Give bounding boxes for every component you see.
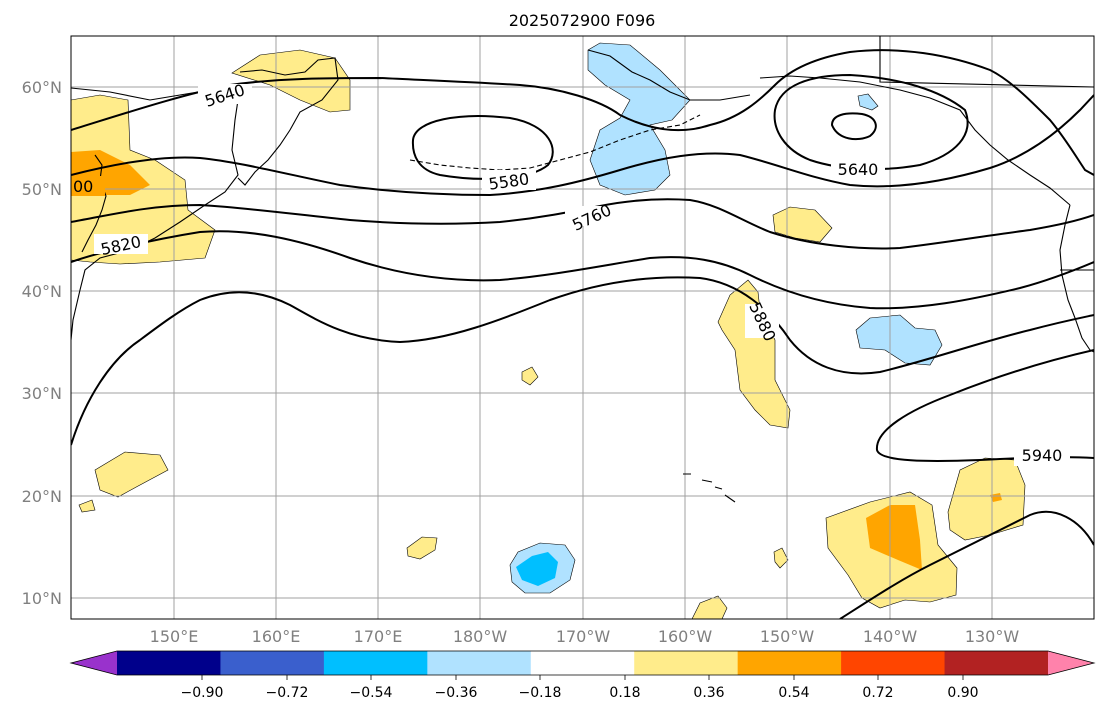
colorbar-segment (841, 651, 946, 675)
contour-label: 00 (73, 177, 93, 196)
colorbar-tick-label: −0.72 (266, 685, 309, 701)
colorbar-tick-label: 0.90 (947, 685, 978, 701)
lon-label: 170°E (354, 627, 403, 646)
lat-label: 60°N (22, 78, 62, 97)
anomaly-positive-region (773, 547, 789, 569)
colorbar-segment (530, 651, 635, 675)
anomaly-negative-region (516, 552, 558, 586)
colorbar-ticks (201, 675, 964, 680)
anomaly-positive-region (231, 49, 351, 113)
colorbar-tick-label: −0.54 (350, 685, 393, 701)
lon-label: 130°W (965, 627, 1020, 646)
colorbar-outline (69, 650, 1096, 676)
lon-label: 160°W (658, 627, 713, 646)
anomaly-positive-region (947, 457, 1026, 541)
colorbar-segment (323, 651, 428, 675)
contour-inner-low-east (830, 112, 877, 141)
anomaly-negative-region (587, 42, 691, 196)
coastline-north-america (1059, 204, 1094, 353)
contour-label: 5640 (838, 160, 879, 179)
map-area: 5640 5580 5760 5640 5820 5880 5940 00 (71, 36, 1094, 619)
anomaly-positive-region (94, 451, 169, 498)
colorbar-tick-label: −0.18 (519, 685, 562, 701)
gridlines (71, 36, 1094, 619)
contour-5820 (71, 230, 1094, 310)
coastline-alaska-west (587, 49, 751, 101)
colorbar-segment (634, 651, 739, 675)
contour-5580-low (411, 115, 554, 180)
colorbar: −0.90 −0.72 −0.54 −0.36 −0.18 0.18 0.36 … (69, 650, 1096, 701)
anomaly-negative-region (857, 93, 879, 111)
contour-label: 5940 (1022, 446, 1063, 465)
lon-label: 150°E (150, 627, 199, 646)
colorbar-tick-label: 0.36 (693, 685, 724, 701)
lon-label: 150°W (760, 627, 815, 646)
lat-label: 20°N (22, 487, 62, 506)
anomaly-positive-region (78, 499, 96, 513)
contour-5880 (71, 276, 1094, 446)
anomaly-positive-region (406, 536, 438, 560)
lat-label: 40°N (22, 282, 62, 301)
northern-border (879, 36, 1094, 88)
lat-label: 10°N (22, 589, 62, 608)
lon-label: 140°W (863, 627, 918, 646)
contour-labels: 5640 5580 5760 5640 5820 5880 5940 00 (71, 80, 1070, 466)
anomaly-negative-region (855, 314, 943, 366)
colorbar-tick-label: −0.36 (435, 685, 478, 701)
anomaly-positive-region (691, 595, 728, 619)
colorbar-extend-high (1048, 651, 1094, 675)
contour-5700 (71, 94, 1094, 197)
map-frame (70, 35, 1095, 620)
contour-5940 (875, 349, 1094, 462)
colorbar-segment (220, 651, 325, 675)
colorbar-segment (117, 651, 221, 675)
hawaii-islands (683, 473, 736, 503)
lon-label: 180°W (453, 627, 508, 646)
anomaly-positive-region (990, 493, 1002, 502)
anomaly-positive-region (866, 505, 922, 570)
contour-5940-south (839, 510, 1094, 619)
colorbar-segment (944, 651, 1049, 675)
colorbar-tick-label: 0.54 (778, 685, 809, 701)
colorbar-segment (737, 651, 842, 675)
lon-label: 160°E (252, 627, 301, 646)
coastline-asia (71, 87, 239, 341)
colorbar-segments (71, 651, 1094, 675)
anomaly-fields (71, 42, 1026, 619)
colorbar-extend-low (71, 651, 117, 675)
lat-axis-labels: 60°N 50°N 40°N 30°N 20°N 10°N (22, 78, 62, 608)
anomaly-positive-region (772, 206, 833, 243)
colorbar-tick-label: 0.72 (862, 685, 893, 701)
contour-5640 (71, 49, 1094, 176)
lon-axis-labels: 150°E 160°E 170°E 180°W 170°W 160°W 150°… (150, 627, 1020, 646)
contour-5640-east-low (773, 73, 969, 171)
colorbar-tick-label: 0.18 (609, 685, 640, 701)
lat-label: 50°N (22, 180, 62, 199)
map-title: 2025072900 F096 (509, 11, 656, 30)
anomaly-positive-region (717, 279, 791, 429)
anomaly-positive-region (521, 366, 539, 386)
lon-label: 170°W (556, 627, 611, 646)
colorbar-tick-label: −0.90 (181, 685, 224, 701)
height-contours (71, 49, 1094, 619)
colorbar-segment (427, 651, 532, 675)
lat-label: 30°N (22, 384, 62, 403)
contour-label: 5760 (569, 200, 614, 234)
contour-5760 (71, 198, 1094, 250)
